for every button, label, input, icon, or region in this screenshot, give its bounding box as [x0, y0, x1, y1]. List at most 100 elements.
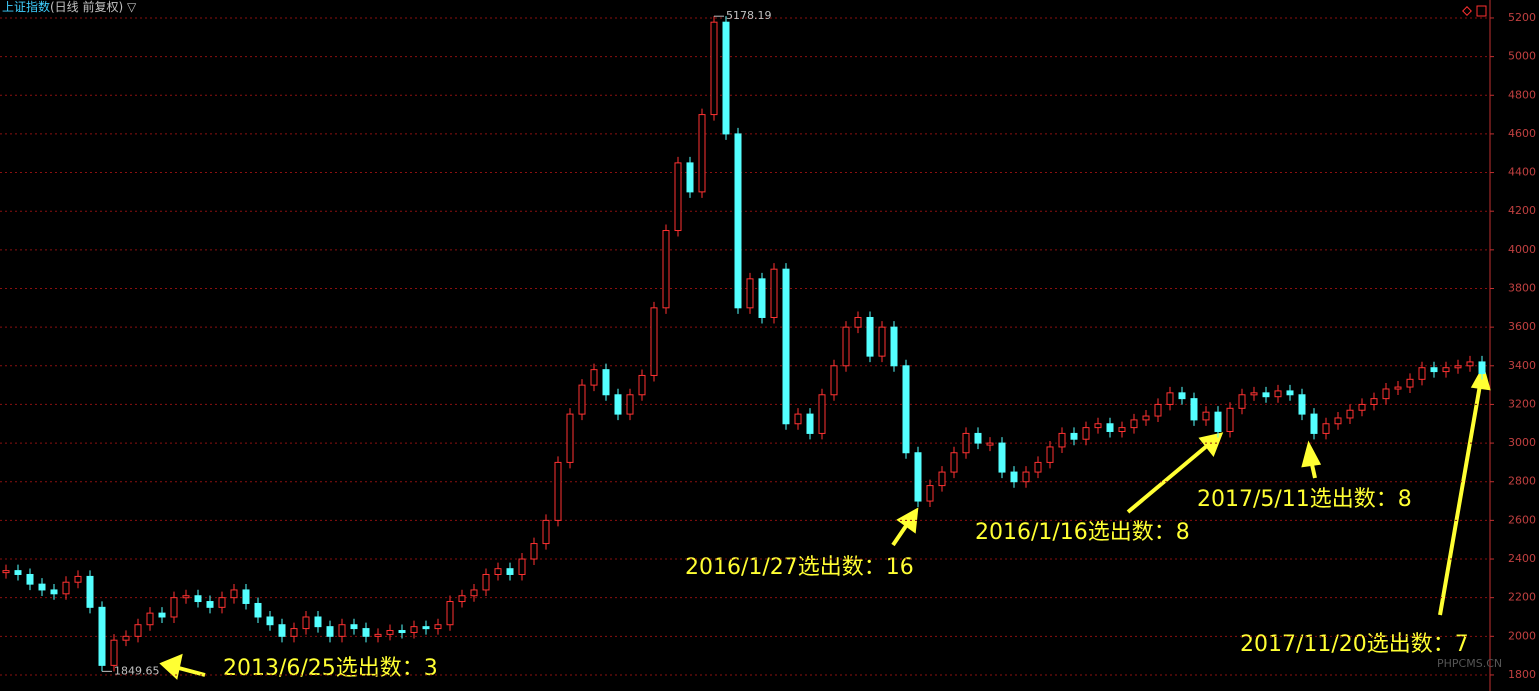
candle — [1298, 394, 1306, 415]
y-tick-label: 2600 — [1508, 513, 1536, 526]
candle — [1346, 409, 1354, 419]
candle — [782, 268, 790, 425]
candle — [854, 316, 862, 328]
y-tick-label: 3000 — [1508, 436, 1536, 449]
arrow — [1438, 384, 1482, 616]
candle — [518, 558, 526, 575]
candle — [950, 452, 958, 473]
candle — [938, 471, 946, 487]
y-tick-label: 2400 — [1508, 552, 1536, 565]
candle — [806, 413, 814, 434]
candle — [62, 581, 70, 595]
candle — [50, 589, 58, 595]
y-tick-label: 3800 — [1508, 281, 1536, 294]
candle — [674, 162, 682, 232]
candle — [770, 268, 778, 318]
candle — [1466, 361, 1474, 367]
candle — [1406, 378, 1414, 388]
candle — [1154, 403, 1162, 417]
candle — [698, 114, 706, 193]
candle — [98, 606, 106, 666]
arrow-head — [1198, 432, 1224, 457]
y-tick-label: 3600 — [1508, 320, 1536, 333]
arrow — [174, 665, 206, 677]
candle — [278, 624, 286, 637]
annotation: 2017/5/11选出数：8 — [1197, 487, 1412, 512]
candle — [830, 365, 838, 396]
candle — [1418, 367, 1426, 380]
candle — [506, 568, 514, 575]
arrow — [1126, 443, 1210, 514]
annotation: 2013/6/25选出数：3 — [223, 656, 438, 681]
extreme-label: 1849.65 — [114, 664, 160, 677]
candle — [470, 589, 478, 597]
candle — [434, 624, 442, 630]
candle — [902, 365, 910, 454]
y-tick-label: 4000 — [1508, 243, 1536, 256]
candle — [1370, 398, 1378, 405]
candle — [614, 394, 622, 415]
y-tick-label: 4800 — [1508, 88, 1536, 101]
candle — [914, 452, 922, 502]
y-tick-label: 1800 — [1508, 668, 1536, 681]
y-tick-label: 5200 — [1508, 11, 1536, 24]
y-tick-label: 4200 — [1508, 204, 1536, 217]
candle — [1478, 361, 1486, 375]
candle — [254, 602, 262, 618]
candle — [1274, 390, 1282, 398]
candle — [602, 369, 610, 396]
candle — [86, 575, 94, 608]
annotation: 2016/1/27选出数：16 — [685, 555, 914, 580]
candle — [350, 624, 358, 630]
candle — [302, 616, 310, 630]
candle — [1382, 388, 1390, 400]
y-tick-label: 5000 — [1508, 50, 1536, 63]
candle — [410, 626, 418, 633]
candle — [1010, 471, 1018, 483]
annotation: 2016/1/16选出数：8 — [975, 520, 1190, 545]
candle — [110, 639, 118, 666]
candle — [1142, 415, 1150, 421]
candle — [638, 374, 646, 396]
candle — [1082, 427, 1090, 440]
candle — [542, 519, 550, 545]
candle — [758, 278, 766, 318]
candle — [1118, 427, 1126, 432]
candle — [566, 413, 574, 463]
candle — [218, 597, 226, 608]
candle — [1190, 398, 1198, 421]
candle — [746, 278, 754, 309]
candle — [1358, 403, 1366, 411]
candle — [1094, 423, 1102, 429]
candle — [1070, 432, 1078, 440]
candle — [626, 394, 634, 415]
candle — [1202, 411, 1210, 421]
candle — [1058, 432, 1066, 448]
candle — [578, 384, 586, 415]
arrow-head — [1470, 364, 1491, 391]
candle — [1106, 423, 1114, 432]
candle — [362, 628, 370, 637]
candle — [446, 601, 454, 626]
chart-title: 上证指数 — [2, 0, 50, 14]
candle — [1238, 394, 1246, 409]
candle — [1046, 446, 1054, 463]
candle — [530, 543, 538, 560]
arrow — [891, 521, 910, 547]
candle — [230, 589, 238, 599]
candle — [2, 570, 10, 574]
candle — [722, 21, 730, 135]
candle — [1130, 419, 1138, 429]
candle — [158, 612, 166, 618]
candle — [182, 595, 190, 599]
candle — [974, 432, 982, 444]
candle — [146, 612, 154, 626]
candle — [1226, 407, 1234, 432]
candle — [590, 369, 598, 386]
candle — [794, 413, 802, 425]
arrow-head — [1301, 440, 1322, 468]
candle — [734, 133, 742, 309]
candle — [458, 595, 466, 603]
candle — [314, 616, 322, 628]
